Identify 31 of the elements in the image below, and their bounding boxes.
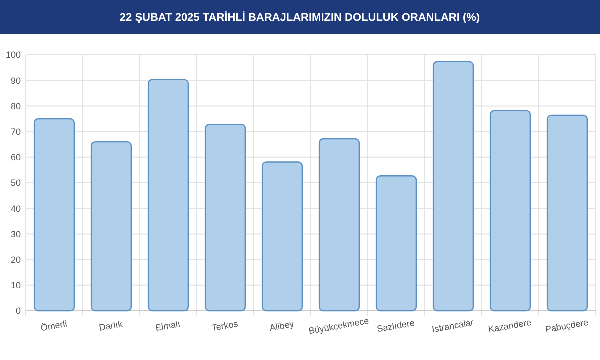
y-tick-label: 20 — [10, 254, 21, 265]
x-tick-label: Alibey — [269, 318, 296, 334]
y-tick-label: 60 — [10, 152, 21, 163]
chart-title: 22 ŞUBAT 2025 TARİHLİ BARAJLARIMIZIN DOLULUK ORANLARI (%) — [120, 11, 480, 24]
y-tick-label: 40 — [10, 204, 21, 214]
bar — [546, 114, 588, 312]
bar — [262, 162, 304, 312]
y-tick-label: 80 — [10, 101, 21, 112]
bar — [204, 124, 246, 312]
y-tick-label: 70 — [10, 126, 21, 137]
x-tick-label: Pabuçdere — [544, 317, 590, 335]
bar — [490, 110, 532, 312]
bar — [376, 175, 418, 312]
x-tick-label: Kazandere — [488, 317, 532, 335]
bar — [148, 79, 190, 312]
y-tick-label: 100 — [6, 50, 21, 60]
y-tick-label: 90 — [10, 76, 21, 86]
y-tick-label: 30 — [10, 229, 21, 240]
x-tick-label: Istrancalar — [431, 317, 475, 335]
x-tick-label: Ömerli — [40, 318, 68, 334]
bar — [432, 61, 474, 312]
y-tick-label: 0 — [16, 306, 21, 316]
bar — [318, 138, 360, 312]
x-tick-label: Sazlıdere — [376, 318, 416, 334]
x-tick-label: Elmalı — [154, 318, 182, 334]
y-tick-label: 50 — [10, 178, 21, 188]
bar — [90, 141, 132, 312]
y-tick-label: 10 — [10, 280, 21, 291]
x-tick-label: Darlık — [98, 318, 124, 334]
bar — [34, 118, 76, 312]
x-tick-label: Terkos — [211, 318, 240, 334]
